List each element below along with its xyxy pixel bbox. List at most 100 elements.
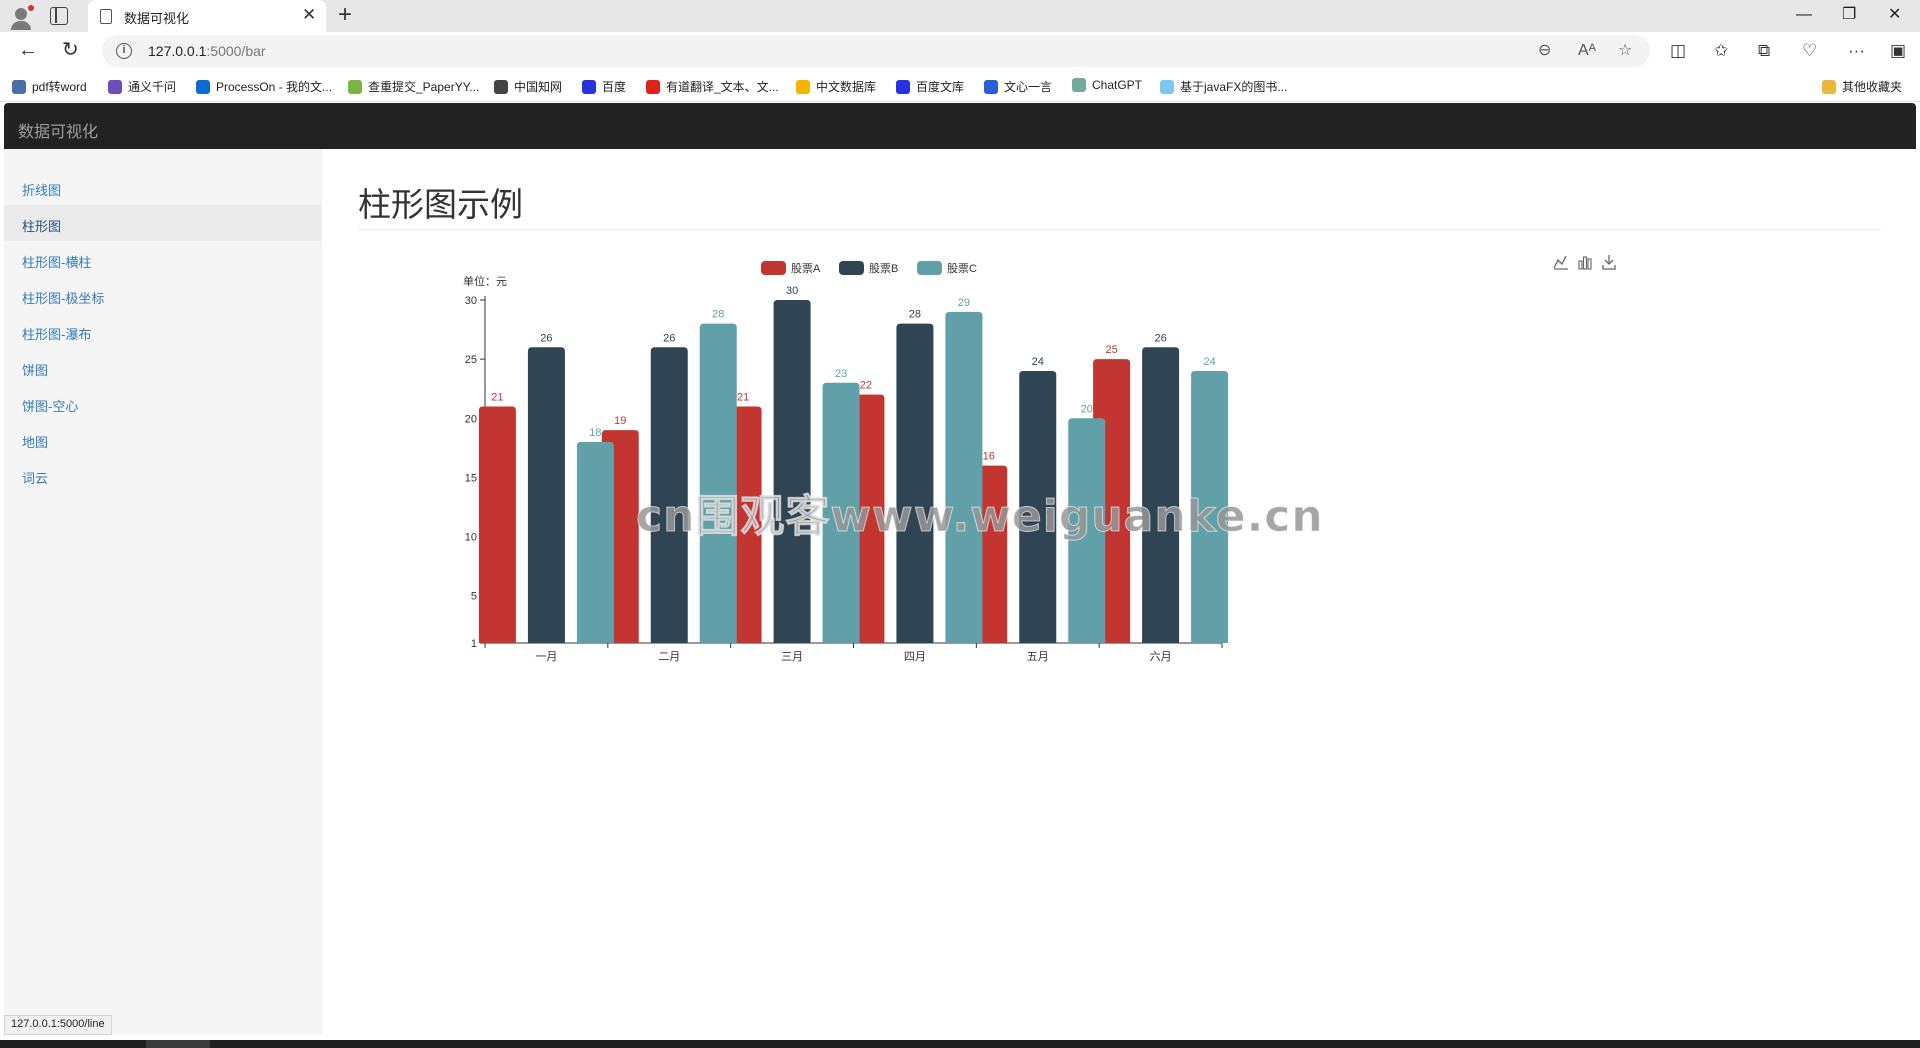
line-chart-icon[interactable] xyxy=(1553,255,1568,270)
collections-icon[interactable]: ⧉ xyxy=(1758,41,1771,60)
new-tab-icon[interactable]: + xyxy=(338,1,353,28)
sidebar-item-bar-polar[interactable]: 柱形图-极坐标 xyxy=(22,291,105,306)
read-aloud-icon[interactable]: Aᴬ xyxy=(1578,42,1596,59)
more-options-icon[interactable]: ··· xyxy=(1848,41,1865,60)
chart-legend: 股票A 股票B 股票C xyxy=(761,261,977,275)
bookmark-item[interactable]: pdf转word xyxy=(12,78,87,95)
bar-value-label: 26 xyxy=(663,332,675,344)
bookmark-favicon-icon xyxy=(1072,78,1086,92)
bar[interactable] xyxy=(1068,418,1106,643)
bookmark-item[interactable]: 查重提交_PaperYY... xyxy=(348,78,479,95)
bookmark-item[interactable]: 百度 xyxy=(582,78,626,95)
bar-chart-icon[interactable] xyxy=(1578,256,1592,270)
bookmark-item[interactable]: 中国知网 xyxy=(494,78,562,95)
bookmark-item[interactable]: 有道翻译_文本、文... xyxy=(646,78,779,95)
x-tick-label: 五月 xyxy=(1027,651,1049,663)
os-taskbar xyxy=(0,1040,1920,1048)
y-tick-label: 1 xyxy=(471,638,477,650)
bar[interactable] xyxy=(1191,370,1229,643)
bar[interactable] xyxy=(1142,347,1180,643)
restore-icon[interactable]: ❐ xyxy=(1842,6,1857,23)
sidebar-item-pie-donut[interactable]: 饼图-空心 xyxy=(22,399,79,414)
sidebar-item-map[interactable]: 地图 xyxy=(22,435,49,450)
tab-close-icon[interactable]: ✕ xyxy=(302,5,317,24)
bar-value-label: 24 xyxy=(1203,356,1215,368)
site-info-icon[interactable]: i xyxy=(116,43,132,59)
bookmark-item[interactable]: ProcessOn - 我的文... xyxy=(196,78,332,95)
split-screen-icon[interactable]: ◫ xyxy=(1670,41,1687,60)
bookmark-favicon-icon xyxy=(646,79,660,94)
bookmark-item[interactable]: 通义千问 xyxy=(108,78,176,95)
legend-label[interactable]: 股票C xyxy=(947,262,977,275)
bar-value-label: 16 xyxy=(983,451,995,463)
folder-icon xyxy=(1822,79,1836,94)
bookmark-favicon-icon xyxy=(896,79,910,94)
bar[interactable] xyxy=(478,406,516,643)
sidebar-item-bar-waterfall[interactable]: 柱形图-瀑布 xyxy=(22,327,92,342)
download-icon[interactable] xyxy=(1602,255,1616,270)
browser-essentials-icon[interactable]: ♡ xyxy=(1802,41,1818,60)
bar-value-label: 24 xyxy=(1032,356,1044,368)
tab-title: 数据可视化 xyxy=(124,11,190,26)
x-tick-label: 二月 xyxy=(658,651,680,663)
bar-value-label: 28 xyxy=(909,309,921,321)
legend-swatch[interactable] xyxy=(761,261,786,275)
status-bar-url: 127.0.0.1:5000/line xyxy=(4,1015,112,1035)
bar-value-label: 19 xyxy=(614,415,626,427)
bar[interactable] xyxy=(699,323,737,643)
bar-value-label: 30 xyxy=(786,285,798,297)
x-tick-label: 四月 xyxy=(904,651,926,663)
sidebar-item-line[interactable]: 折线图 xyxy=(22,183,62,198)
bar-value-label: 22 xyxy=(860,380,872,392)
bar[interactable] xyxy=(896,323,934,643)
sidebar-item-bar[interactable]: 柱形图 xyxy=(4,205,322,241)
legend-swatch[interactable] xyxy=(917,261,942,275)
profile-icon[interactable] xyxy=(8,4,34,30)
x-tick-label: 六月 xyxy=(1150,650,1172,663)
bookmark-item[interactable]: ChatGPT xyxy=(1072,78,1142,92)
tab-strip: 数据可视化 ✕ + — ❐ ✕ xyxy=(0,0,1920,32)
tab-actions-icon[interactable] xyxy=(50,7,68,25)
bar-value-label: 25 xyxy=(1105,344,1117,356)
sidebar-item-pie[interactable]: 饼图 xyxy=(22,363,49,378)
favorites-icon[interactable]: ✩ xyxy=(1714,41,1729,60)
bookmark-item[interactable]: 百度文库 xyxy=(896,78,964,95)
bookmark-favicon-icon xyxy=(494,79,508,94)
y-tick-label: 5 xyxy=(471,591,477,603)
legend-label[interactable]: 股票B xyxy=(869,262,898,275)
bookmark-item[interactable]: 文心一言 xyxy=(984,78,1052,95)
bar[interactable] xyxy=(945,311,983,643)
other-bookmarks-folder[interactable]: 其他收藏夹 xyxy=(1822,78,1902,95)
bar[interactable] xyxy=(822,382,860,643)
legend-swatch[interactable] xyxy=(839,261,864,275)
zoom-icon[interactable]: ⊖ xyxy=(1538,42,1552,59)
window-close-icon[interactable]: ✕ xyxy=(1888,6,1902,23)
bookmark-favicon-icon xyxy=(1160,79,1174,94)
sidebar-toggle-icon[interactable]: ▣ xyxy=(1890,41,1907,60)
bar-value-label: 26 xyxy=(540,332,552,344)
bookmark-item[interactable]: 基于javaFX的图书... xyxy=(1160,78,1287,95)
y-tick-label: 10 xyxy=(465,532,477,544)
legend-label[interactable]: 股票A xyxy=(791,262,821,275)
favorite-star-icon[interactable]: ☆ xyxy=(1618,42,1633,59)
address-bar[interactable]: i 127.0.0.1:5000/bar ⊖ Aᴬ ☆ xyxy=(102,35,1650,67)
browser-tab[interactable]: 数据可视化 ✕ xyxy=(88,0,326,32)
bookmark-favicon-icon xyxy=(108,79,122,94)
minimize-icon[interactable]: — xyxy=(1796,6,1812,23)
refresh-icon[interactable]: ↻ xyxy=(62,39,79,61)
sidebar-item-bar-horizontal[interactable]: 柱形图-横柱 xyxy=(22,255,92,270)
bar[interactable] xyxy=(576,441,614,643)
y-tick-label: 15 xyxy=(465,472,477,484)
bookmark-favicon-icon xyxy=(348,79,362,94)
bar[interactable] xyxy=(527,347,565,643)
address-url[interactable]: 127.0.0.1:5000/bar xyxy=(148,43,266,59)
bar[interactable] xyxy=(1019,370,1057,643)
navbar-brand[interactable]: 数据可视化 xyxy=(18,124,99,141)
bar[interactable] xyxy=(650,347,688,643)
bar[interactable] xyxy=(773,300,811,643)
bookmark-item[interactable]: 中文数据库 xyxy=(796,78,876,95)
sidebar-item-wordcloud[interactable]: 词云 xyxy=(22,471,49,486)
back-icon[interactable]: ← xyxy=(18,39,38,61)
